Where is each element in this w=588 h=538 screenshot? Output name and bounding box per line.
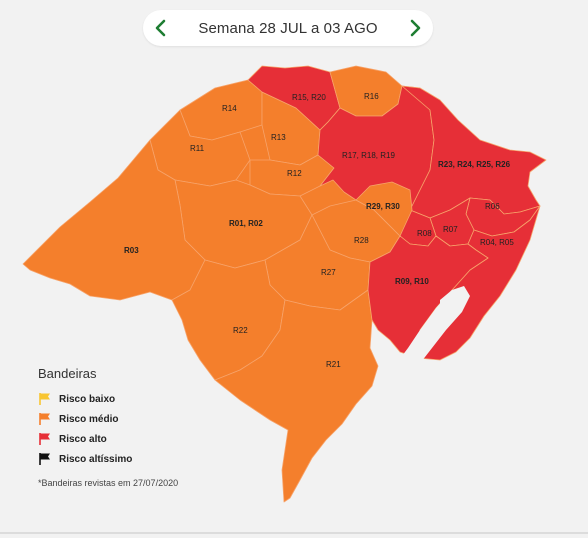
legend-title: Bandeiras xyxy=(38,366,97,381)
label-r09-r10: R09, R10 xyxy=(395,277,429,286)
week-label: Semana 28 JUL a 03 AGO xyxy=(198,19,378,37)
label-r27: R27 xyxy=(321,268,336,277)
label-r29-r30: R29, R30 xyxy=(366,202,400,211)
lagoon-small xyxy=(440,290,460,320)
week-selector: Semana 28 JUL a 03 AGO xyxy=(143,10,433,46)
label-r11: R11 xyxy=(190,144,205,153)
legend-item-risco-baixo: Risco baixo xyxy=(38,389,238,409)
legend-item-risco-altissimo: Risco altíssimo xyxy=(38,449,238,469)
label-r22: R22 xyxy=(233,326,248,335)
flag-icon xyxy=(39,453,50,465)
flag-icon xyxy=(39,413,50,425)
region-r29-r30[interactable] xyxy=(355,181,413,237)
label-r13: R13 xyxy=(271,133,286,142)
previous-week-button[interactable] xyxy=(143,10,179,46)
label-r15-r20: R15, R20 xyxy=(292,93,326,102)
label-r14: R14 xyxy=(222,104,237,113)
label-r28: R28 xyxy=(354,236,369,245)
label-r16: R16 xyxy=(364,92,379,101)
label-r01-r02: R01, R02 xyxy=(229,219,263,228)
footnote: *Bandeiras revistas em 27/07/2020 xyxy=(38,478,179,488)
label-r21: R21 xyxy=(326,360,341,369)
legend-label: Risco médio xyxy=(59,413,119,425)
legend-item-risco-alto: Risco alto xyxy=(38,429,238,449)
lagoon xyxy=(354,286,470,450)
region-labels: R15, R20 R16 R14 R13 R11 R12 R17, R18, R… xyxy=(124,92,514,369)
label-r06: R06 xyxy=(485,202,500,211)
flag-icon xyxy=(39,393,50,405)
legend: Bandeiras Risco baixo Risco médio Risco … xyxy=(38,366,238,469)
label-r12: R12 xyxy=(287,169,302,178)
legend-item-risco-medio: Risco médio xyxy=(38,409,238,429)
flag-icon xyxy=(39,433,50,445)
label-r17-r18-r19: R17, R18, R19 xyxy=(342,151,395,160)
chevron-left-icon xyxy=(155,19,166,37)
legend-label: Risco alto xyxy=(59,433,107,445)
label-r08: R08 xyxy=(417,229,432,238)
next-week-button[interactable] xyxy=(397,10,433,46)
label-r03: R03 xyxy=(124,246,139,255)
legend-label: Risco baixo xyxy=(59,393,116,405)
label-r23-r24-r25-r26: R23, R24, R25, R26 xyxy=(438,160,511,169)
chevron-right-icon xyxy=(410,19,421,37)
label-r04-r05: R04, R05 xyxy=(480,238,514,247)
legend-label: Risco altíssimo xyxy=(59,453,133,465)
label-r07: R07 xyxy=(443,225,458,234)
